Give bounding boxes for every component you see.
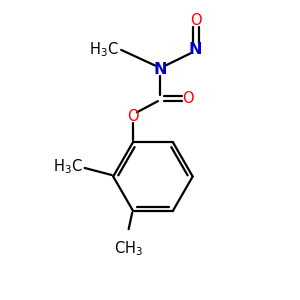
Text: N: N: [189, 42, 202, 57]
Text: O: O: [190, 13, 202, 28]
Text: O: O: [182, 91, 194, 106]
Text: H$_3$C: H$_3$C: [89, 40, 119, 59]
Text: N: N: [154, 61, 167, 76]
Text: H$_3$C: H$_3$C: [53, 157, 82, 176]
Text: CH$_3$: CH$_3$: [114, 239, 143, 258]
Text: O: O: [127, 109, 139, 124]
